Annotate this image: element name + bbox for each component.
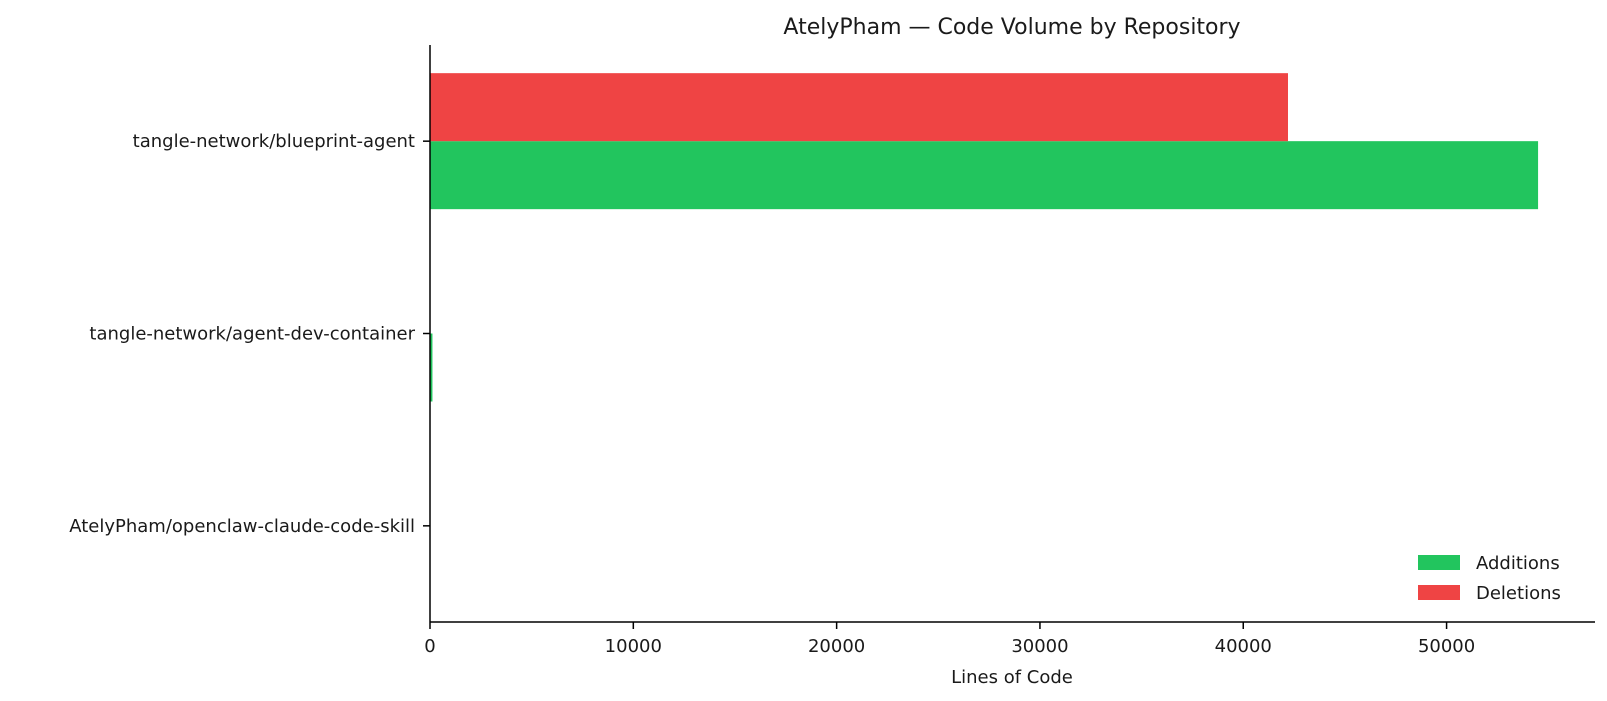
- bar-additions-1: [430, 333, 433, 402]
- legend-swatch-deletions: [1418, 585, 1460, 600]
- x-tick-label: 40000: [1215, 636, 1272, 657]
- y-tick-label: tangle-network/agent-dev-container: [89, 324, 415, 345]
- y-tick-label: tangle-network/blueprint-agent: [133, 131, 415, 152]
- y-tick-label: AtelyPham/openclaw-claude-code-skill: [69, 516, 415, 537]
- legend-swatch-additions: [1418, 555, 1460, 570]
- x-tick-label: 0: [424, 636, 435, 657]
- x-tick-label: 10000: [605, 636, 662, 657]
- x-axis-label: Lines of Code: [951, 667, 1073, 688]
- x-tick-label: 20000: [808, 636, 865, 657]
- x-ticks: 0 10000 20000 30000 40000 50000: [424, 622, 1475, 657]
- legend: Additions Deletions: [1418, 553, 1561, 604]
- legend-label-additions: Additions: [1476, 553, 1560, 574]
- bar-additions-0: [430, 141, 1539, 210]
- legend-label-deletions: Deletions: [1476, 583, 1561, 604]
- chart-title: AtelyPham — Code Volume by Repository: [783, 15, 1240, 40]
- x-tick-label: 50000: [1418, 636, 1475, 657]
- x-tick-label: 30000: [1011, 636, 1068, 657]
- plot-area: [430, 73, 1539, 402]
- bar-deletions-0: [430, 73, 1288, 142]
- y-ticks: tangle-network/blueprint-agent tangle-net…: [69, 131, 430, 537]
